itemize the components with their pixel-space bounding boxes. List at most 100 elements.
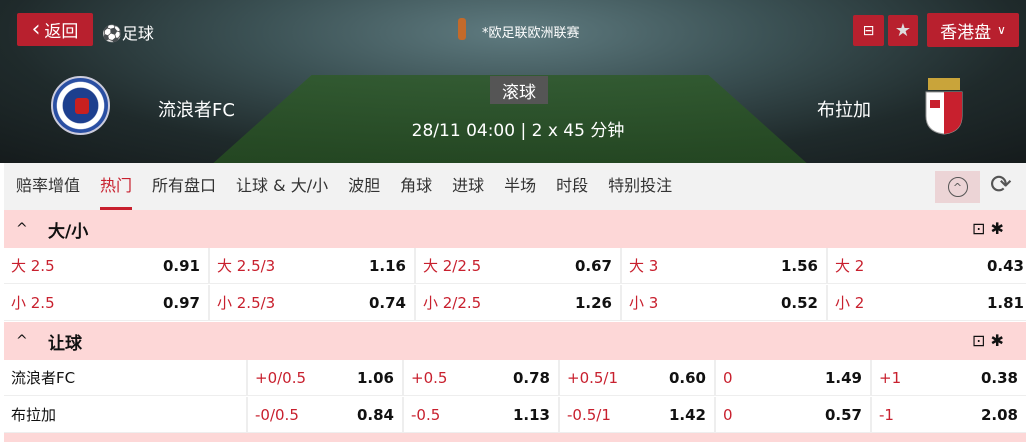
team-name: 布拉加 xyxy=(11,406,57,424)
odds-line: -1 xyxy=(879,405,894,424)
away-team-name: 布拉加 xyxy=(817,100,871,121)
odds-cell[interactable]: 小 2.5/3 0.74 xyxy=(210,285,414,320)
tab-9[interactable]: 特别投注 xyxy=(608,176,673,195)
odds-line: 大 2.5 xyxy=(11,257,55,275)
odds-cell[interactable]: -1 2.08 xyxy=(872,397,1026,432)
odds-cell[interactable]: -0.5/1 1.42 xyxy=(560,397,714,432)
market-row: 布拉加 -0/0.5 0.84 -0.5 1.13 -0.5/1 1.42 0 0.57 -1 2.… xyxy=(4,397,1026,433)
odds-cell[interactable]: 大 3 1.56 xyxy=(622,248,826,283)
odds-value: 1.26 xyxy=(574,293,612,312)
tab-7[interactable]: 半场 xyxy=(504,176,537,195)
market-row: 流浪者FC +0/0.5 1.06 +0.5 0.78 +0.5/1 0.60 0 1.49 +1… xyxy=(4,360,1026,396)
odds-value: 1.42 xyxy=(668,405,706,424)
odds-line: 0 xyxy=(723,368,733,387)
market-title: 大/小 xyxy=(48,221,89,242)
stats-icon[interactable]: ⊡ xyxy=(972,331,991,350)
home-team-name: 流浪者FC xyxy=(158,100,235,121)
odds-value: 1.16 xyxy=(368,256,406,275)
tab-1[interactable]: 热门 xyxy=(100,163,133,210)
market-row: 大 2.5 0.91 大 2.5/3 1.16 大 2/2.5 0.67 大 3 1.56 大 … xyxy=(4,248,1026,284)
odds-value: 0.52 xyxy=(780,293,818,312)
market-header[interactable]: ^ 让球 ⊡ ✱ xyxy=(4,322,1026,360)
tab-6[interactable]: 进球 xyxy=(452,176,485,195)
sport-label: ⚽足球 xyxy=(102,24,154,43)
odds-cell[interactable]: 大 2 0.43 xyxy=(828,248,1026,283)
league-name: *欧足联欧洲联赛 xyxy=(482,26,580,41)
tab-8[interactable]: 时段 xyxy=(556,176,589,195)
odds-cell[interactable]: 大 2/2.5 0.67 xyxy=(416,248,620,283)
odds-cell[interactable]: 小 2.5 0.97 xyxy=(4,285,208,320)
chevron-left-icon: ‹ xyxy=(31,17,41,42)
odds-value: 1.56 xyxy=(780,256,818,275)
odds-cell[interactable]: +0.5 0.78 xyxy=(404,360,558,395)
odds-value: 0.97 xyxy=(162,293,200,312)
odds-line: 大 2/2.5 xyxy=(423,257,482,275)
chevron-down-icon: ∨ xyxy=(997,23,1006,37)
odds-cell[interactable]: +0/0.5 1.06 xyxy=(248,360,402,395)
odds-cell[interactable]: 大 2.5/3 1.16 xyxy=(210,248,414,283)
odds-value: 1.06 xyxy=(356,368,394,387)
chevron-up-icon: ^ xyxy=(16,333,28,349)
odds-cell[interactable]: -0.5 1.13 xyxy=(404,397,558,432)
tab-5[interactable]: 角球 xyxy=(400,176,433,195)
odds-value: 0.67 xyxy=(574,256,612,275)
chevron-up-icon: ^ xyxy=(16,221,28,237)
team-name-cell: 布拉加 xyxy=(4,397,246,432)
odds-line: +0/0.5 xyxy=(255,368,307,387)
trophy-icon xyxy=(458,18,466,40)
market-title: 让球 xyxy=(48,333,82,354)
chevron-up-icon: ^ xyxy=(947,177,968,197)
odds-value: 1.49 xyxy=(824,368,862,387)
star-icon: ★ xyxy=(894,20,912,41)
odds-cell[interactable]: -0/0.5 0.84 xyxy=(248,397,402,432)
tab-3[interactable]: 让球 & 大/小 xyxy=(236,176,329,195)
odds-line: 大 2.5/3 xyxy=(217,257,276,275)
market-row: 小 2.5 0.97 小 2.5/3 0.74 小 2/2.5 1.26 小 3 0.52 小 … xyxy=(4,285,1026,321)
collapse-all-button[interactable]: ^ xyxy=(935,171,980,203)
odds-cell[interactable]: +0.5/1 0.60 xyxy=(560,360,714,395)
odds-cell[interactable]: 0 1.49 xyxy=(716,360,870,395)
tab-0[interactable]: 赔率增值 xyxy=(16,176,81,195)
soccer-ball-icon: ⚽ xyxy=(102,24,122,43)
odds-line: +1 xyxy=(879,368,902,387)
tab-2[interactable]: 所有盘口 xyxy=(152,176,217,195)
odds-value: 2.08 xyxy=(980,405,1018,424)
odds-value: 0.74 xyxy=(368,293,406,312)
tab-4[interactable]: 波胆 xyxy=(348,176,381,195)
odds-cell[interactable]: 0 0.57 xyxy=(716,397,870,432)
back-button[interactable]: ‹ 返回 xyxy=(17,13,93,46)
pitch-view-button[interactable]: ⊟ xyxy=(853,15,884,46)
odds-value: 0.84 xyxy=(356,405,394,424)
odds-line: 小 2/2.5 xyxy=(423,294,482,312)
home-team-logo xyxy=(51,76,110,135)
odds-line: +0.5/1 xyxy=(567,368,619,387)
pitch-icon: ⊟ xyxy=(862,22,875,39)
market-icons: ⊡ ✱ xyxy=(972,331,1004,350)
odds-cell[interactable]: +1 0.38 xyxy=(872,360,1026,395)
odds-value: 0.43 xyxy=(986,256,1024,275)
odds-line: 小 2.5/3 xyxy=(217,294,276,312)
odds-line: -0.5/1 xyxy=(567,405,611,424)
odds-value: 0.60 xyxy=(668,368,706,387)
favorite-button[interactable]: ★ xyxy=(888,15,918,46)
team-name: 流浪者FC xyxy=(11,369,76,387)
kickoff-time: 28/11 04:00 | 2 x 45 分钟 xyxy=(411,121,625,141)
odds-line: 0 xyxy=(723,405,733,424)
market-header[interactable]: ^ 大/小 ⊡ ✱ xyxy=(4,210,1026,248)
pin-icon[interactable]: ✱ xyxy=(990,219,1004,238)
odds-cell[interactable]: 小 2/2.5 1.26 xyxy=(416,285,620,320)
odds-cell[interactable]: 小 3 0.52 xyxy=(622,285,826,320)
odds-line: 大 3 xyxy=(629,257,659,275)
odds-line: 大 2 xyxy=(835,257,865,275)
odds-format-dropdown[interactable]: 香港盘 ∨ xyxy=(927,13,1019,47)
next-market-header xyxy=(4,433,1026,442)
odds-value: 0.38 xyxy=(980,368,1018,387)
pin-icon[interactable]: ✱ xyxy=(990,331,1004,350)
stats-icon[interactable]: ⊡ xyxy=(972,219,991,238)
odds-value: 0.57 xyxy=(824,405,862,424)
odds-cell[interactable]: 大 2.5 0.91 xyxy=(4,248,208,283)
refresh-icon[interactable]: ⟳ xyxy=(990,170,1012,200)
odds-line: -0/0.5 xyxy=(255,405,299,424)
market-tabs: 赔率增值 热门 所有盘口 让球 & 大/小 波胆 角球 进球 半场 时段 特别投注 xyxy=(4,163,1026,210)
odds-cell[interactable]: 小 2 1.81 xyxy=(828,285,1026,320)
